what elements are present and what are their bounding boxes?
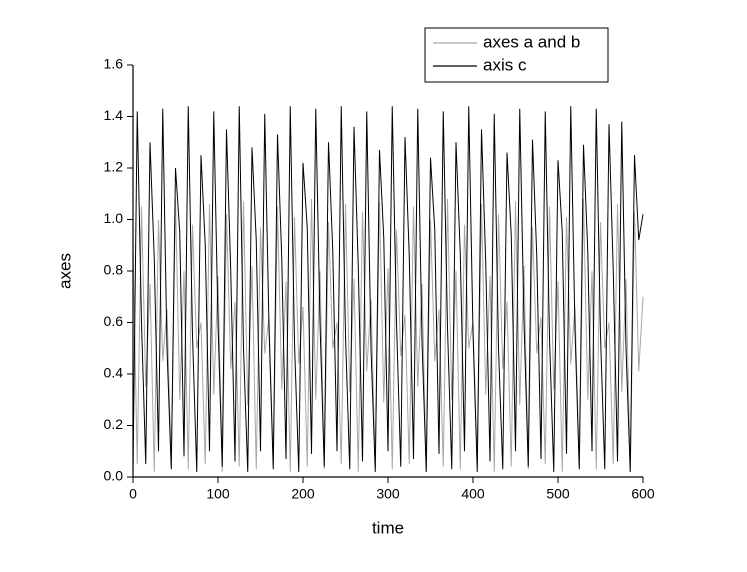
legend-label: axis c <box>483 55 527 74</box>
x-tick-label: 400 <box>461 486 485 502</box>
y-tick-label: 1.0 <box>104 210 124 226</box>
series-line <box>132 106 644 472</box>
y-tick-label: 1.6 <box>104 56 124 72</box>
x-tick-label: 500 <box>546 486 570 502</box>
y-tick-label: 0.4 <box>104 365 124 381</box>
y-axis-label: axes <box>55 253 74 289</box>
y-tick-label: 0.0 <box>104 468 124 484</box>
y-tick-label: 0.2 <box>104 416 124 432</box>
x-tick-label: 300 <box>376 486 400 502</box>
y-tick-label: 0.8 <box>104 262 124 278</box>
x-axis-label: time <box>372 518 404 537</box>
legend-label: axes a and b <box>483 32 580 51</box>
x-tick-label: 100 <box>206 486 230 502</box>
y-tick-label: 0.6 <box>104 313 124 329</box>
y-tick-label: 1.2 <box>104 159 124 175</box>
x-tick-label: 600 <box>631 486 655 502</box>
legend-box <box>424 27 609 83</box>
x-tick-label: 0 <box>129 486 137 502</box>
x-tick-label: 200 <box>291 486 315 502</box>
y-tick-label: 1.4 <box>104 107 124 123</box>
series-line <box>132 198 644 472</box>
